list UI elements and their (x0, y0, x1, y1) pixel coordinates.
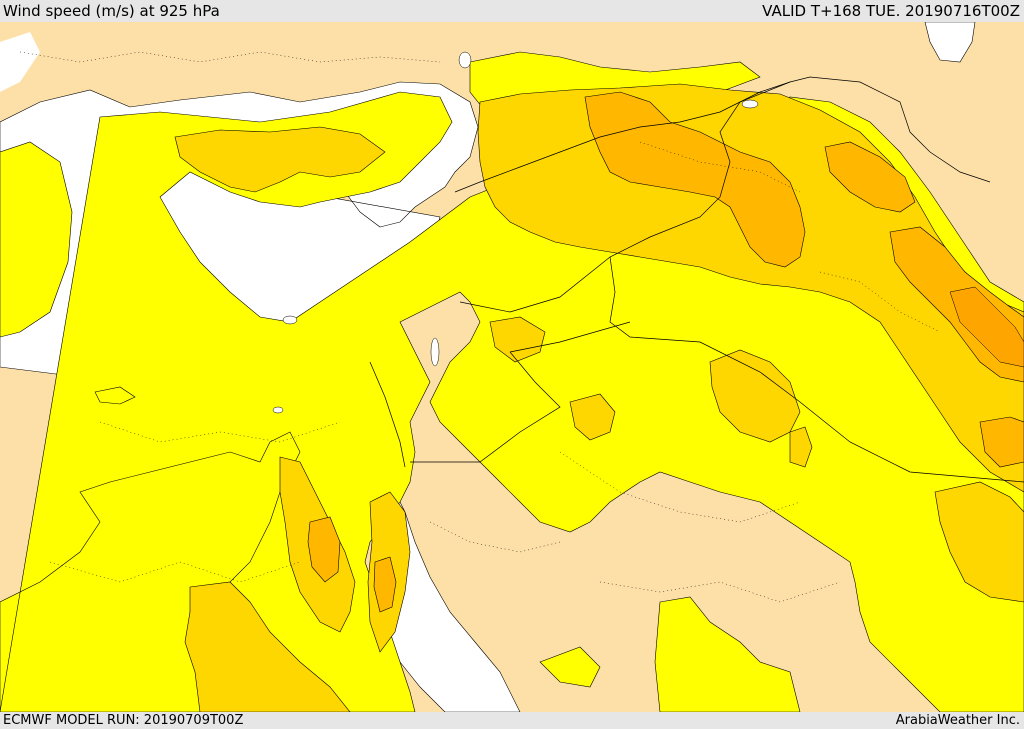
country-borders (369, 76, 1024, 483)
model-run: ECMWF MODEL RUN: 20190709T00Z (3, 713, 244, 728)
aegean-sea (0, 32, 40, 92)
title-bar: Wind speed (m/s) at 925 hPa VALID T+168 … (0, 0, 1024, 22)
map-title: Wind speed (m/s) at 925 hPa (3, 2, 220, 20)
caspian-sea (924, 22, 976, 63)
wind-speed-map (0, 22, 1024, 712)
footer-bar: ECMWF MODEL RUN: 20190709T00Z ArabiaWeat… (0, 712, 1024, 729)
lakes (272, 51, 759, 414)
province-borders (19, 51, 941, 603)
wind-band-deep-orange (949, 286, 1024, 368)
map-canvas (0, 22, 1024, 712)
valid-time: VALID T+168 TUE. 20190716T00Z (762, 2, 1020, 20)
credit: ArabiaWeather Inc. (895, 713, 1020, 728)
